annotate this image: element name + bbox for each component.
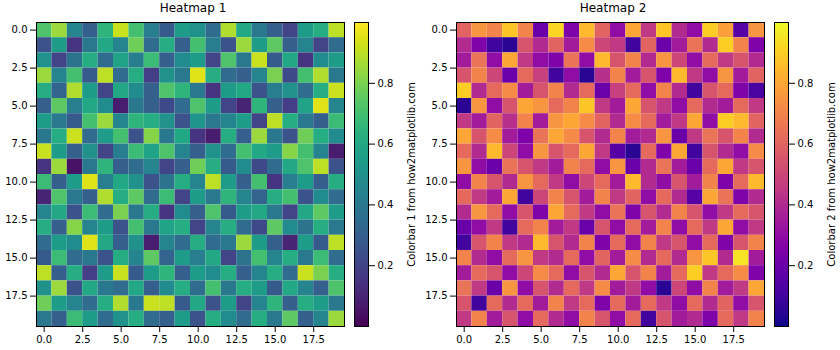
- svg-text:0.4: 0.4: [798, 199, 814, 210]
- svg-text:17.5: 17.5: [303, 334, 325, 345]
- svg-text:15.0: 15.0: [264, 334, 286, 345]
- svg-text:Colorbar 2 from how2matplotlib: Colorbar 2 from how2matplotlib.com: [826, 82, 837, 266]
- svg-text:15.0: 15.0: [5, 252, 27, 263]
- svg-text:17.5: 17.5: [425, 290, 447, 301]
- html-text:Heatmap 1: Heatmap 1: [159, 1, 227, 15]
- svg-text:0.8: 0.8: [798, 78, 814, 89]
- svg-text:10.0: 10.0: [187, 334, 209, 345]
- svg-text:10.0: 10.0: [425, 176, 447, 187]
- svg-text:10.0: 10.0: [607, 334, 629, 345]
- svg-text:2.5: 2.5: [12, 62, 28, 73]
- svg-text:2.5: 2.5: [432, 62, 448, 73]
- svg-text:12.5: 12.5: [425, 214, 447, 225]
- svg-text:10.0: 10.0: [5, 176, 27, 187]
- svg-text:12.5: 12.5: [5, 214, 27, 225]
- svg-text:12.5: 12.5: [226, 334, 248, 345]
- svg-text:0.0: 0.0: [456, 334, 472, 345]
- svg-text:5.0: 5.0: [533, 334, 549, 345]
- svg-text:0.0: 0.0: [12, 24, 28, 35]
- svg-text:5.0: 5.0: [12, 100, 28, 111]
- svg-text:17.5: 17.5: [723, 334, 745, 345]
- svg-text:0.2: 0.2: [798, 260, 814, 271]
- svg-text:7.5: 7.5: [432, 138, 448, 149]
- svg-text:15.0: 15.0: [684, 334, 706, 345]
- svg-text:5.0: 5.0: [113, 334, 129, 345]
- svg-text:17.5: 17.5: [5, 290, 27, 301]
- svg-text:2.5: 2.5: [495, 334, 511, 345]
- svg-text:0.0: 0.0: [36, 334, 52, 345]
- svg-text:7.5: 7.5: [152, 334, 168, 345]
- svg-text:0.0: 0.0: [432, 24, 448, 35]
- svg-text:0.4: 0.4: [378, 199, 394, 210]
- html-text:Heatmap 2: Heatmap 2: [579, 1, 647, 15]
- svg-text:7.5: 7.5: [12, 138, 28, 149]
- svg-text:5.0: 5.0: [432, 100, 448, 111]
- svg-text:0.6: 0.6: [378, 138, 394, 149]
- svg-text:12.5: 12.5: [646, 334, 668, 345]
- svg-text:0.8: 0.8: [378, 78, 394, 89]
- svg-text:7.5: 7.5: [572, 334, 588, 345]
- svg-text:15.0: 15.0: [425, 252, 447, 263]
- svg-text:Colorbar 1 from how2matplotlib: Colorbar 1 from how2matplotlib.com: [406, 82, 417, 266]
- svg-text:0.6: 0.6: [798, 138, 814, 149]
- svg-text:0.2: 0.2: [378, 260, 394, 271]
- svg-text:2.5: 2.5: [75, 334, 91, 345]
